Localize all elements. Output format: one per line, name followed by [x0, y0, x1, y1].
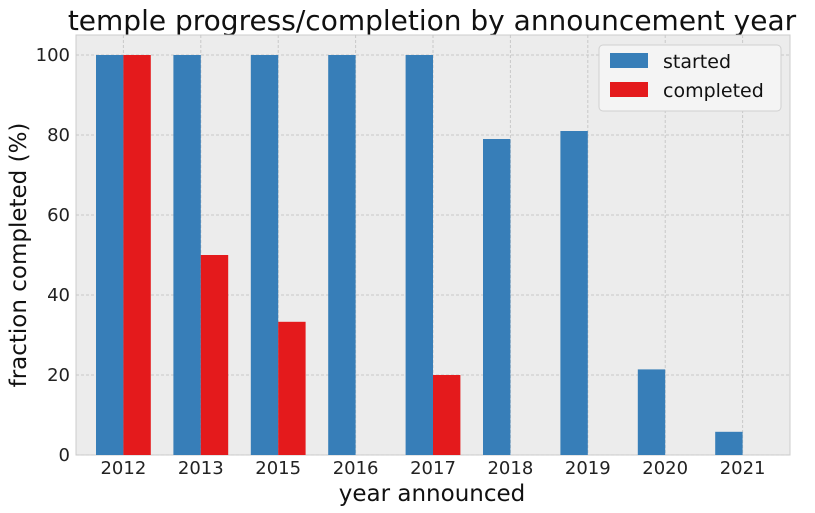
x-axis-label: year announced [339, 481, 526, 507]
axis-ticks: 0 20 40 60 80 100 2012 2013 2015 2016 2017 2018 2019… [36, 45, 766, 479]
legend: started completed [598, 44, 782, 112]
bar-started-2021 [715, 431, 743, 455]
bar-started-2013 [173, 55, 201, 455]
y-tick-label: 0 [59, 445, 70, 466]
bar-started-2016 [328, 55, 356, 455]
bar-completed-2017 [433, 375, 461, 455]
x-tick-label: 2018 [487, 458, 533, 479]
legend-swatch-completed [610, 82, 648, 97]
x-tick-label: 2015 [255, 458, 301, 479]
bar-completed-2013 [200, 255, 229, 455]
bar-completed-2012 [123, 55, 151, 455]
x-tick-label: 2016 [333, 458, 379, 479]
y-tick-label: 80 [47, 125, 70, 146]
x-tick-label: 2019 [565, 458, 611, 479]
y-tick-label: 60 [47, 205, 70, 226]
bars [96, 55, 743, 455]
x-tick-label: 2021 [720, 458, 766, 479]
legend-label-completed: completed [663, 80, 764, 102]
bar-completed-2015 [278, 321, 306, 455]
legend-label-started: started [663, 51, 731, 73]
bar-started-2018 [483, 139, 511, 455]
x-tick-label: 2017 [410, 458, 456, 479]
chart-title: temple progress/completion by announceme… [68, 4, 797, 37]
bar-started-2019 [560, 131, 588, 455]
x-tick-label: 2012 [100, 458, 146, 479]
bar-started-2017 [405, 55, 433, 455]
bar-started-2012 [96, 55, 124, 455]
x-tick-label: 2013 [178, 458, 224, 479]
y-axis-label: fraction completed (%) [6, 123, 32, 388]
x-tick-label: 2020 [642, 458, 688, 479]
bar-started-2015 [250, 55, 279, 455]
y-tick-label: 100 [36, 45, 70, 66]
y-tick-label: 40 [47, 285, 70, 306]
bar-started-2020 [637, 369, 666, 455]
y-tick-label: 20 [47, 365, 70, 386]
legend-swatch-started [610, 53, 648, 68]
